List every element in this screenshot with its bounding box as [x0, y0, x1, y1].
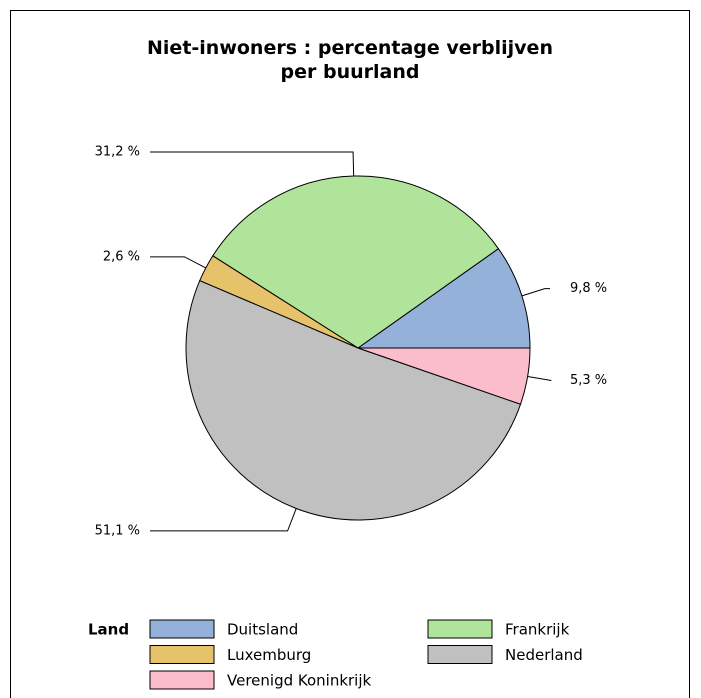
chart-title: Niet-inwoners : percentage verblijven per… — [147, 37, 553, 83]
legend-label: Duitsland — [227, 621, 298, 639]
legend-swatch — [149, 670, 215, 690]
data-label: 2,6 % — [103, 249, 140, 264]
leader-line — [521, 288, 550, 297]
legend-swatch — [149, 645, 215, 664]
data-label: 9,8 % — [570, 281, 607, 296]
data-label: 31,2 % — [95, 145, 140, 160]
legend-swatch — [427, 645, 493, 664]
legend-label: Nederland — [505, 646, 583, 664]
legend-label: Luxemburg — [227, 646, 311, 664]
data-label: 5,3 % — [570, 373, 607, 388]
pie-slice — [356, 247, 531, 349]
pie-slice — [212, 175, 500, 349]
leader-line — [150, 256, 206, 269]
legend-title: Land — [88, 621, 129, 639]
data-label: 51,1 % — [95, 523, 140, 538]
legend-label: Frankrijk — [505, 621, 570, 639]
leader-line — [150, 508, 297, 532]
leader-line — [150, 151, 355, 177]
legend-label: Verenigd Koninkrijk — [227, 672, 372, 690]
leader-line — [527, 376, 552, 381]
pie-slice — [185, 280, 522, 521]
legend-swatch — [427, 619, 493, 639]
legend-swatch — [149, 619, 215, 639]
